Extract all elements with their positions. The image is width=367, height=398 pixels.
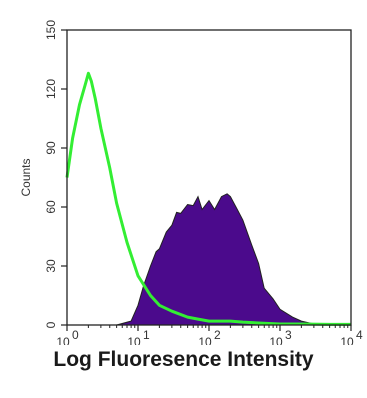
- x-tick-label: 10: [56, 335, 70, 345]
- x-axis-ticks: 10 0 10 1 10 2 10 3 10 4: [56, 325, 363, 345]
- y-tick-label: 120: [44, 79, 58, 99]
- y-tick-label: 30: [44, 259, 58, 273]
- x-tick-label: 10: [269, 335, 283, 345]
- fluorescence-filled-histogram: [67, 193, 351, 326]
- y-axis-ticks: 0 30 60 90 120 150: [44, 20, 67, 328]
- x-tick-exponent: 1: [143, 328, 150, 342]
- x-axis-title: Log Fluoresence Intensity: [53, 348, 314, 371]
- x-tick-exponent: 2: [214, 328, 221, 342]
- x-tick-exponent: 4: [356, 328, 363, 342]
- x-tick-label: 10: [127, 335, 141, 345]
- x-tick-exponent: 0: [72, 328, 79, 342]
- x-tick-label: 10: [340, 335, 354, 345]
- y-axis-title: Counts: [19, 158, 33, 196]
- plot-area: [65, 29, 352, 326]
- y-tick-label: 150: [44, 20, 58, 40]
- x-tick-label: 10: [198, 335, 212, 345]
- y-tick-label: 60: [44, 200, 58, 214]
- y-tick-label: 90: [44, 141, 58, 155]
- x-tick-exponent: 3: [285, 328, 292, 342]
- control-green-histogram-line: [65, 71, 351, 326]
- y-tick-label: 0: [44, 321, 58, 328]
